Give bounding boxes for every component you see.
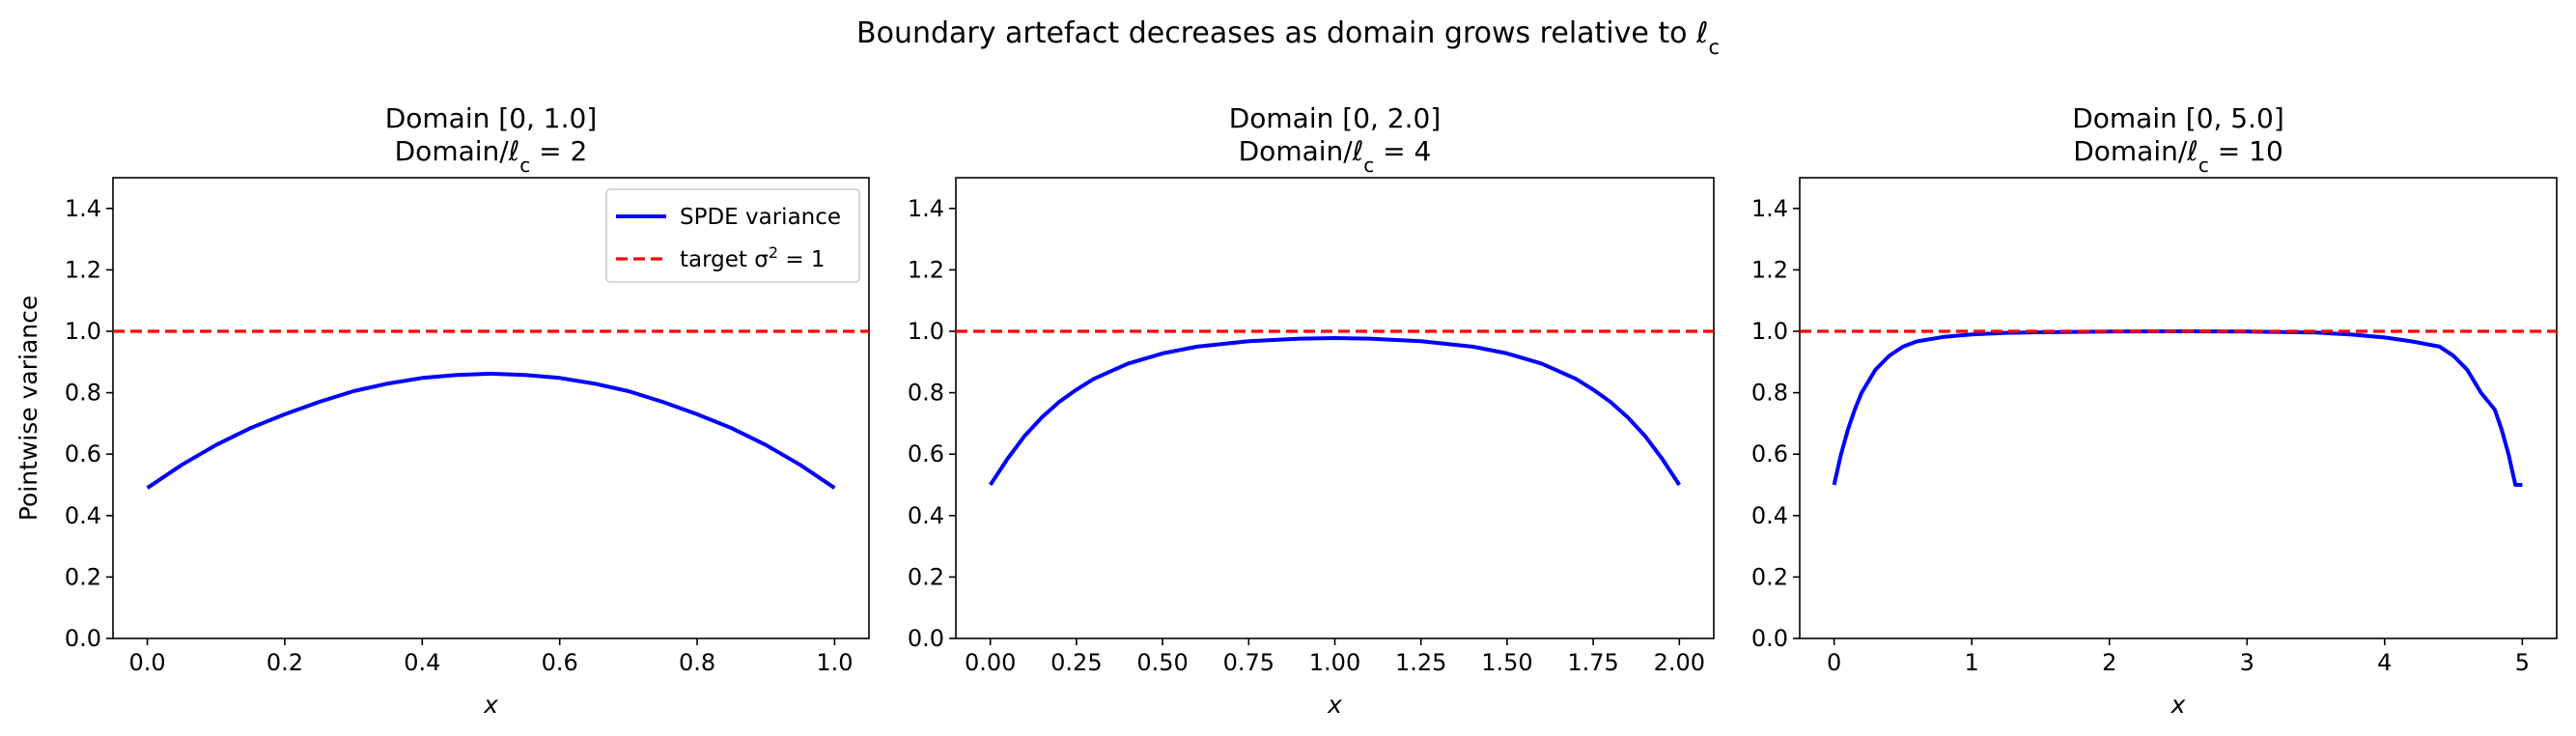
y-tick-label: 1.4 (908, 195, 944, 222)
y-tick-label: 1.2 (908, 256, 944, 283)
panel-title-line2-subscript: c (2198, 154, 2209, 177)
panel-title-line2-subscript: c (1363, 154, 1374, 177)
x-tick-label: 0.0 (129, 649, 166, 676)
y-tick-label: 1.0 (65, 318, 101, 345)
panel-title-line2: Domain/ℓc = 4 (1239, 135, 1432, 177)
panel-title-line2: Domain/ℓc = 10 (2073, 135, 2283, 177)
legend-entry-label: target σ2 = 1 (680, 243, 826, 273)
x-tick-label: 0.6 (542, 649, 578, 676)
y-tick-label: 0.4 (1751, 502, 1788, 529)
panel-title-line2-prefix: Domain/ℓ (1239, 135, 1364, 167)
x-tick-label: 2.00 (1654, 649, 1705, 676)
x-axis-label: x (1327, 691, 1342, 719)
legend-label-prefix: target σ (680, 247, 769, 272)
chart-panel-3: Domain [0, 5.0]Domain/ℓc = 10 0 1 2 3 4 5 0.0 0.… (1751, 102, 2558, 719)
x-tick-label: 0.8 (679, 649, 715, 676)
y-tick-label: 0.8 (65, 380, 101, 407)
y-tick-label: 0.0 (908, 625, 944, 652)
spde-variance-line (1832, 329, 2523, 487)
spde-variance-line (989, 336, 1681, 487)
x-tick-label: 1.50 (1481, 649, 1532, 676)
x-tick-label: 0.00 (965, 649, 1016, 676)
y-tick-label: 0.8 (1751, 380, 1788, 407)
y-tick-label: 0.4 (908, 502, 944, 529)
x-tick-label: 2 (2102, 649, 2116, 676)
x-tick-label: 5 (2515, 649, 2530, 676)
panel-title-line2-suffix: = 10 (2209, 135, 2283, 167)
panel-title-line1: Domain [0, 5.0] (2072, 102, 2284, 134)
legend-entry-label: SPDE variance (680, 205, 841, 230)
legend: SPDE variance target σ2 = 1 (605, 188, 860, 283)
x-tick-label: 1 (1965, 649, 1979, 676)
y-tick-label: 1.2 (1751, 256, 1788, 283)
y-tick-label: 0.0 (65, 625, 101, 652)
x-tick-label: 1.0 (816, 649, 853, 676)
y-tick-label: 0.2 (908, 563, 944, 590)
x-tick-label: 0.25 (1050, 649, 1102, 676)
figure-title-main: Boundary artefact decreases as domain gr… (856, 16, 1708, 50)
axes-frame (1799, 177, 2558, 639)
x-tick-label: 1.00 (1309, 649, 1360, 676)
x-tick-label: 0 (1827, 649, 1841, 676)
x-tick-label: 0.75 (1223, 649, 1274, 676)
y-tick-label: 1.2 (65, 256, 101, 283)
y-tick-label: 0.8 (908, 380, 944, 407)
y-tick-label: 0.2 (65, 563, 101, 590)
legend-label-superscript: 2 (769, 243, 778, 262)
y-tick-label: 1.4 (1751, 195, 1788, 222)
panel-title-line2: Domain/ℓc = 2 (395, 135, 588, 177)
x-tick-label: 0.50 (1136, 649, 1188, 676)
y-tick-label: 0.0 (1751, 625, 1788, 652)
panel-title-line2-subscript: c (519, 154, 530, 177)
x-tick-label: 3 (2240, 649, 2254, 676)
y-tick-label: 0.4 (65, 502, 101, 529)
panel-title-line2-prefix: Domain/ℓ (395, 135, 520, 167)
x-axis-label: x (483, 691, 498, 719)
y-tick-label: 0.6 (908, 440, 944, 467)
panel-title-line2-suffix: = 2 (530, 135, 587, 167)
panel-title-line2-suffix: = 4 (1374, 135, 1431, 167)
x-tick-label: 0.4 (404, 649, 440, 676)
y-tick-label: 1.0 (1751, 318, 1788, 345)
y-tick-label: 0.6 (65, 440, 101, 467)
figure-title-subscript: c (1708, 36, 1720, 59)
y-tick-label: 1.0 (908, 318, 944, 345)
spde-variance-line (146, 371, 836, 490)
legend-label-suffix: = 1 (778, 247, 826, 272)
x-tick-label: 1.25 (1395, 649, 1446, 676)
panel-title-line2-prefix: Domain/ℓ (2073, 135, 2198, 167)
chart-panel-2: Domain [0, 2.0]Domain/ℓc = 4 0.00 0.25 0.50… (908, 102, 1715, 719)
y-tick-label: 0.6 (1751, 440, 1788, 467)
panel-title-line1: Domain [0, 2.0] (1229, 102, 1442, 134)
x-tick-label: 4 (2377, 649, 2392, 676)
axes-frame (112, 177, 870, 639)
axes-root: Domain [0, 1.0]Domain/ℓc = 20.0 0.2 0.4 0.6… (14, 102, 2558, 719)
x-tick-label: 0.2 (266, 649, 303, 676)
y-axis-label: Pointwise variance (14, 296, 42, 521)
y-tick-label: 0.2 (1751, 563, 1788, 590)
y-tick-label: 1.4 (65, 195, 101, 222)
x-tick-label: 1.75 (1567, 649, 1618, 676)
panel-title-line1: Domain [0, 1.0] (385, 102, 598, 134)
axes-frame (955, 177, 1715, 639)
legend-box (605, 188, 860, 283)
figure-title: Boundary artefact decreases as domain gr… (856, 16, 1720, 59)
chart-panel-1: Domain [0, 1.0]Domain/ℓc = 2 0.0 0.2 0.4 0.6… (14, 102, 870, 719)
x-axis-label: x (2170, 691, 2186, 719)
